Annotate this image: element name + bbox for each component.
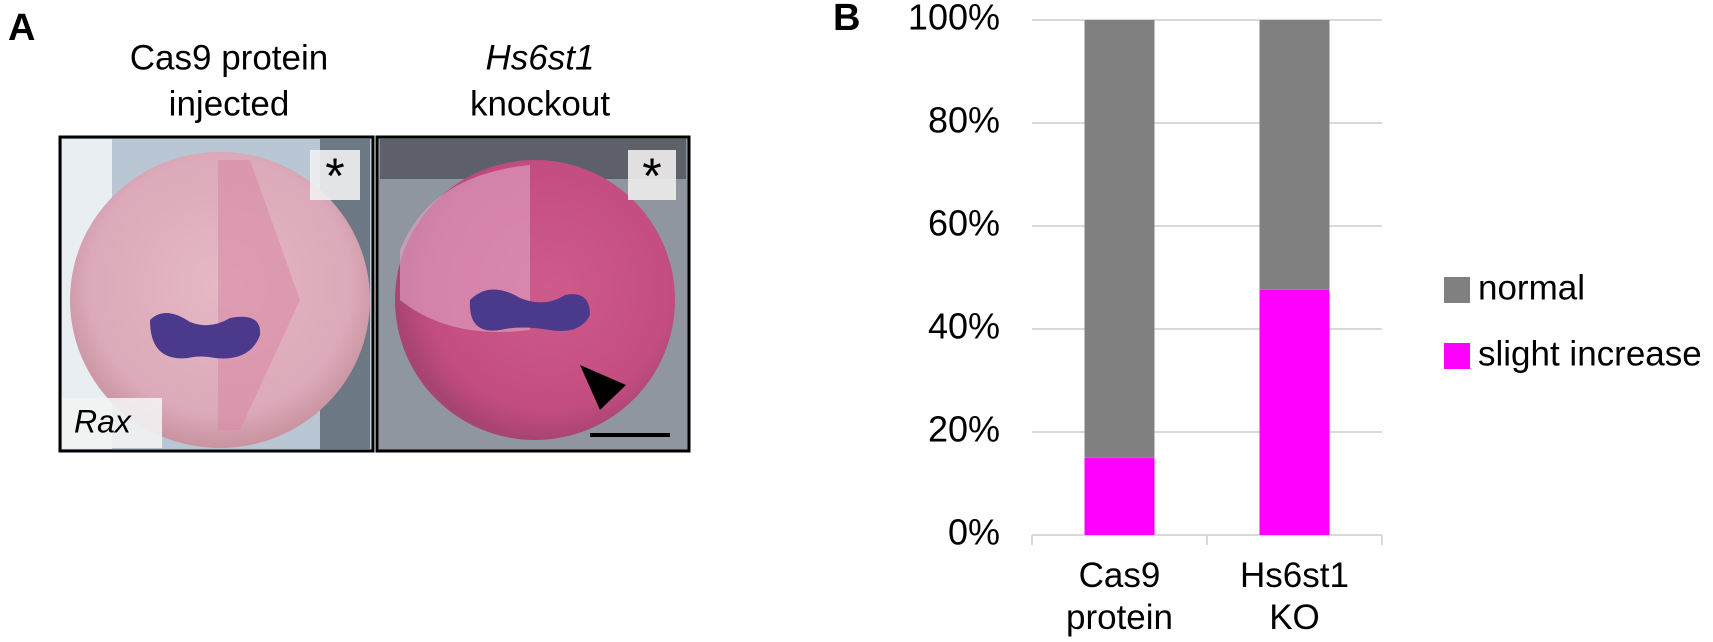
stain-label: Rax xyxy=(74,403,132,439)
asterisk: * xyxy=(325,148,344,204)
legend-swatch xyxy=(1444,343,1470,369)
bar-segment xyxy=(1259,20,1330,290)
image-title: injected xyxy=(169,84,290,123)
asterisk: * xyxy=(642,148,661,204)
y-tick-label: 0% xyxy=(948,512,1000,553)
y-tick-label: 80% xyxy=(928,100,1000,141)
bar-segment xyxy=(1084,457,1155,535)
x-tick-label: Cas9 protein xyxy=(1065,556,1174,637)
image-title: knockout xyxy=(470,84,610,123)
micrograph xyxy=(58,135,375,453)
legend-label: normal xyxy=(1478,268,1585,307)
panel-label: B xyxy=(833,0,860,39)
legend-swatch xyxy=(1444,277,1470,303)
micrograph xyxy=(375,135,691,453)
image-title: Hs6st1 xyxy=(486,38,595,77)
x-tick-label: Hs6st1 KO xyxy=(1240,556,1349,637)
y-tick-label: 40% xyxy=(928,306,1000,347)
y-tick-label: 20% xyxy=(928,409,1000,450)
image-title: Cas9 protein xyxy=(130,38,328,77)
panel-label: A xyxy=(8,7,35,49)
bar-segment xyxy=(1084,20,1155,458)
bar-segment xyxy=(1259,289,1330,535)
y-tick-label: 100% xyxy=(908,0,1000,38)
legend-label: slight increase xyxy=(1478,334,1702,373)
y-tick-label: 60% xyxy=(928,203,1000,244)
